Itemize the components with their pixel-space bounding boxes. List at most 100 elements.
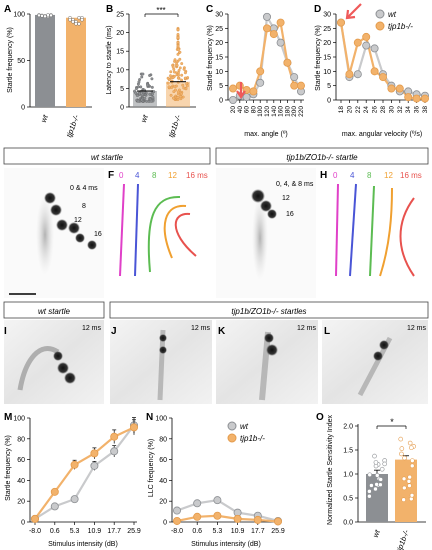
panel-label: M [4, 412, 12, 423]
x-tick-label: 5.3 [213, 528, 223, 535]
y-tick-label: 0 [163, 520, 167, 527]
time-label: 12 ms [82, 325, 102, 332]
x-tick-label: 22 [355, 106, 362, 114]
y-tick-label: 2.0 [343, 424, 353, 431]
data-point [176, 32, 180, 36]
significance-marker: * [390, 417, 394, 427]
data-point [141, 72, 145, 76]
panel-label: H [320, 170, 327, 181]
data-point [182, 67, 186, 71]
time-label: 16 ms [186, 171, 208, 180]
data-point [70, 460, 79, 469]
data-point [80, 18, 84, 22]
data-point [374, 482, 379, 487]
x-tick-label: 30 [388, 106, 395, 114]
x-tick-label: 26 [372, 106, 379, 114]
time-label: 0 [119, 171, 124, 180]
legend: wt tjp1b-/- [227, 421, 265, 443]
data-point [136, 99, 140, 103]
data-point [353, 70, 362, 79]
data-point [172, 516, 181, 525]
x-tick-label: 80 [250, 106, 257, 114]
data-point [169, 74, 172, 78]
x-tick-label: 40 [237, 106, 244, 114]
panel-label: F [108, 170, 114, 181]
x-tick-label: 20 [230, 106, 237, 114]
data-point [374, 473, 380, 478]
data-point [50, 502, 59, 511]
time-label: 12 ms [191, 325, 211, 332]
x-axis-label: max. angle (º) [244, 131, 287, 138]
data-point [367, 472, 373, 478]
data-point [404, 93, 413, 102]
data-point [176, 52, 180, 56]
data-point [179, 92, 183, 96]
x-tick-label: 10.9 [231, 528, 245, 535]
data-point [68, 18, 72, 22]
y-tick-label: 0 [21, 105, 25, 112]
data-point [74, 22, 78, 26]
legend: wt tjp1b-/- [375, 9, 413, 31]
data-point [228, 84, 237, 93]
annotation: 16 [94, 231, 102, 238]
data-point [138, 92, 142, 96]
y-tick-label: 20 [17, 499, 25, 506]
data-point [370, 67, 379, 76]
time-label: 12 ms [407, 325, 427, 332]
panel-label: I [4, 326, 7, 337]
data-point [345, 70, 354, 79]
x-tick-label: 28 [380, 106, 387, 114]
data-point [336, 18, 345, 27]
x-tick-label: tjp1b-/- [64, 113, 81, 138]
data-point [409, 492, 415, 498]
y-tick-label: 30 [323, 12, 331, 19]
data-point [90, 449, 99, 458]
data-point [178, 66, 182, 70]
data-point [177, 73, 181, 77]
data-point [50, 487, 59, 496]
x-tick-label: 200 [291, 106, 298, 117]
data-point [420, 94, 429, 103]
legend-label-mutant: tjp1b-/- [240, 434, 265, 443]
x-tick-label: 100 [257, 106, 264, 117]
data-point [276, 18, 285, 27]
data-point [145, 99, 149, 103]
panel-n: N LLC frequency (%) 0 20 40 60 80 100 -8.0 0.6… [146, 412, 285, 548]
x-tick-label: 34 [405, 106, 412, 114]
annotation: 16 [286, 211, 294, 218]
x-tick-label: 36 [414, 106, 421, 114]
data-point [369, 483, 374, 488]
panel-j: J 12 ms [110, 320, 212, 404]
panel-title: tjp1b/ZO1b-/- startle [286, 153, 358, 162]
time-label: 4 [135, 171, 140, 180]
y-tick-label: 5 [327, 83, 331, 90]
data-point [290, 81, 299, 90]
series-line-wt [34, 424, 135, 520]
data-point [233, 514, 242, 523]
arrow-icon [236, 82, 246, 99]
data-point [353, 38, 362, 47]
y-tick-label: 10 [116, 67, 124, 74]
y-axis-label: LLC frequency (%) [148, 439, 155, 497]
x-tick-label: wt [139, 113, 150, 124]
data-point [166, 81, 170, 85]
data-point [213, 496, 222, 505]
arrow-icon [345, 3, 362, 20]
data-point [182, 86, 186, 90]
data-point [151, 95, 155, 99]
bar [35, 14, 55, 107]
data-point [148, 92, 152, 96]
data-point [110, 447, 119, 456]
panel-jkl-header: tjp1b/ZO1b-/- startles [109, 301, 429, 319]
data-point [407, 474, 412, 480]
y-tick-label: 25 [116, 12, 124, 19]
y-tick-label: 1.0 [343, 472, 353, 479]
data-point [367, 493, 372, 499]
panel-label: K [218, 326, 226, 337]
y-axis-label: Startle frequency (%) [315, 25, 322, 91]
y-tick-label: 100 [155, 416, 167, 423]
data-point [46, 13, 50, 17]
data-point [170, 86, 174, 89]
data-point [387, 84, 396, 93]
y-tick-label: 60 [159, 457, 167, 464]
